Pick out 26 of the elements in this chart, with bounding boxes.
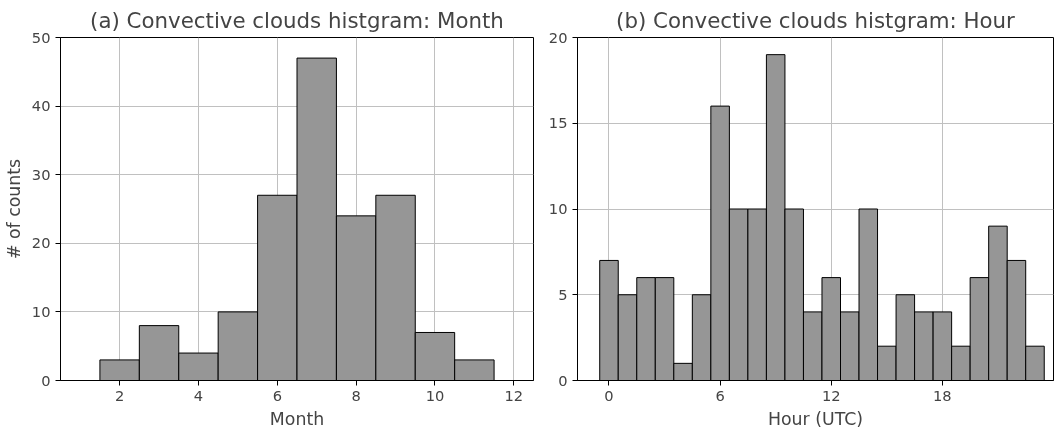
x-axis-title: Month xyxy=(269,408,325,429)
x-tick-label: 8 xyxy=(351,386,361,404)
x-tick-label: 6 xyxy=(272,386,282,404)
y-axis-title: # of counts xyxy=(3,158,24,260)
y-tick-label: 50 xyxy=(31,28,51,46)
chart-title: (b) Convective clouds histgram: Hour xyxy=(616,7,1016,33)
x-tick-label: 10 xyxy=(425,386,445,404)
x-tick-label: 12 xyxy=(504,386,524,404)
y-tick-label: 10 xyxy=(31,302,51,320)
chart-title: (a) Convective clouds histgram: Month xyxy=(90,7,504,33)
y-tick-label: 0 xyxy=(558,371,568,389)
x-tick-label: 2 xyxy=(114,386,125,404)
y-tick-label: 20 xyxy=(548,28,568,46)
y-tick-label: 5 xyxy=(558,285,568,303)
x-tick-label: 0 xyxy=(604,386,614,404)
x-tick-label: 12 xyxy=(821,386,841,404)
x-tick-label: 4 xyxy=(193,386,204,404)
x-axis-title: Hour (UTC) xyxy=(767,408,864,429)
y-tick-label: 20 xyxy=(31,234,51,252)
y-tick-label: 40 xyxy=(31,97,51,115)
x-tick-label: 18 xyxy=(933,386,952,404)
y-tick-label: 30 xyxy=(31,165,51,183)
x-tick-label: 6 xyxy=(715,386,725,404)
y-tick-label: 0 xyxy=(41,371,51,389)
y-tick-label: 10 xyxy=(548,200,568,217)
y-tick-label: 15 xyxy=(548,114,568,132)
